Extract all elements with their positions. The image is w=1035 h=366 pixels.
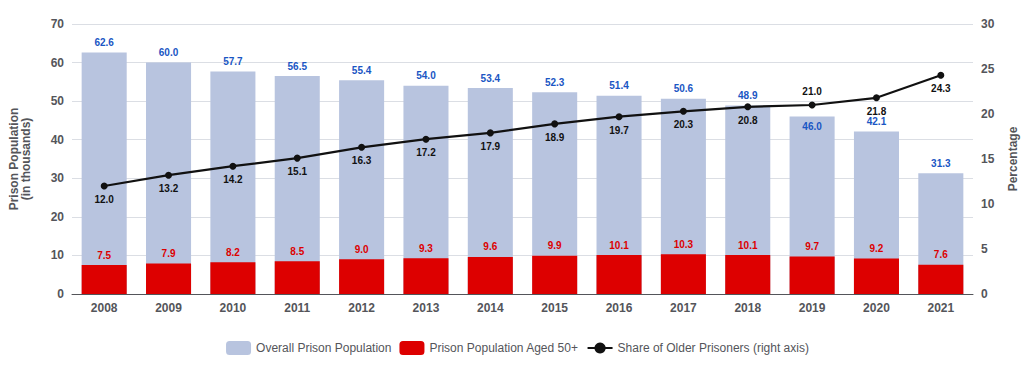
svg-text:Prison Population: Prison Population [7, 107, 21, 211]
svg-text:40: 40 [51, 133, 65, 147]
svg-text:53.4: 53.4 [481, 73, 501, 84]
svg-text:20.3: 20.3 [674, 119, 694, 130]
svg-text:15.1: 15.1 [288, 166, 308, 177]
svg-text:Prison Population Aged 50+: Prison Population Aged 50+ [429, 341, 577, 355]
svg-text:62.6: 62.6 [94, 37, 114, 48]
svg-text:14.2: 14.2 [223, 174, 243, 185]
svg-text:10.3: 10.3 [674, 239, 694, 250]
svg-text:20.8: 20.8 [738, 115, 758, 126]
svg-text:2012: 2012 [348, 301, 375, 315]
svg-text:70: 70 [51, 17, 65, 31]
svg-text:10: 10 [51, 248, 65, 262]
svg-text:56.5: 56.5 [288, 61, 308, 72]
svg-text:Overall Prison Population: Overall Prison Population [256, 341, 391, 355]
svg-text:54.0: 54.0 [416, 70, 436, 81]
svg-text:7.9: 7.9 [162, 248, 176, 259]
svg-text:2021: 2021 [927, 301, 954, 315]
svg-text:17.9: 17.9 [481, 141, 501, 152]
svg-text:2016: 2016 [606, 301, 633, 315]
svg-text:19.7: 19.7 [609, 125, 629, 136]
svg-text:9.7: 9.7 [805, 241, 819, 252]
svg-text:16.3: 16.3 [352, 155, 372, 166]
svg-text:8.2: 8.2 [226, 247, 240, 258]
svg-text:21.8: 21.8 [867, 106, 887, 117]
svg-text:21.0: 21.0 [802, 86, 822, 97]
svg-text:20: 20 [981, 107, 995, 121]
svg-text:30: 30 [51, 171, 65, 185]
svg-text:2019: 2019 [799, 301, 826, 315]
svg-text:2015: 2015 [541, 301, 568, 315]
svg-text:9.3: 9.3 [419, 243, 433, 254]
svg-text:46.0: 46.0 [802, 121, 822, 132]
svg-text:60: 60 [51, 56, 65, 70]
svg-text:9.0: 9.0 [355, 244, 369, 255]
svg-text:2014: 2014 [477, 301, 504, 315]
svg-text:2009: 2009 [155, 301, 182, 315]
svg-text:2008: 2008 [91, 301, 118, 315]
svg-text:13.2: 13.2 [159, 183, 179, 194]
svg-text:9.9: 9.9 [548, 240, 562, 251]
svg-text:10: 10 [981, 197, 995, 211]
svg-text:2017: 2017 [670, 301, 697, 315]
svg-text:52.3: 52.3 [545, 77, 565, 88]
svg-text:48.9: 48.9 [738, 90, 758, 101]
svg-text:9.6: 9.6 [483, 241, 497, 252]
svg-text:9.2: 9.2 [870, 243, 884, 254]
svg-text:51.4: 51.4 [609, 80, 629, 91]
svg-text:Percentage: Percentage [1006, 126, 1020, 191]
svg-text:0: 0 [57, 287, 64, 301]
svg-text:8.5: 8.5 [290, 246, 304, 257]
svg-text:60.0: 60.0 [159, 47, 179, 58]
svg-text:57.7: 57.7 [223, 56, 243, 67]
svg-text:17.2: 17.2 [416, 147, 436, 158]
svg-text:24.3: 24.3 [931, 83, 951, 94]
svg-text:2020: 2020 [863, 301, 890, 315]
svg-text:7.6: 7.6 [934, 249, 948, 260]
svg-text:2010: 2010 [220, 301, 247, 315]
svg-text:25: 25 [981, 62, 995, 76]
svg-text:Share of Older Prisoners (righ: Share of Older Prisoners (right axis) [618, 341, 809, 355]
svg-text:2013: 2013 [413, 301, 440, 315]
svg-text:0: 0 [981, 287, 988, 301]
svg-text:42.1: 42.1 [867, 116, 887, 127]
svg-text:2011: 2011 [284, 301, 310, 315]
svg-text:2018: 2018 [734, 301, 761, 315]
svg-text:5: 5 [981, 242, 988, 256]
svg-text:10.1: 10.1 [738, 240, 758, 251]
svg-text:20: 20 [51, 210, 65, 224]
svg-text:31.3: 31.3 [931, 158, 951, 169]
svg-text:15: 15 [981, 152, 995, 166]
svg-text:7.5: 7.5 [97, 250, 111, 261]
svg-text:18.9: 18.9 [545, 132, 565, 143]
svg-text:50.6: 50.6 [674, 83, 694, 94]
svg-text:10.1: 10.1 [609, 240, 629, 251]
svg-text:50: 50 [51, 94, 65, 108]
svg-text:55.4: 55.4 [352, 65, 372, 76]
svg-text:30: 30 [981, 17, 995, 31]
svg-text:(in thousands): (in thousands) [19, 118, 33, 201]
svg-text:12.0: 12.0 [94, 194, 114, 205]
